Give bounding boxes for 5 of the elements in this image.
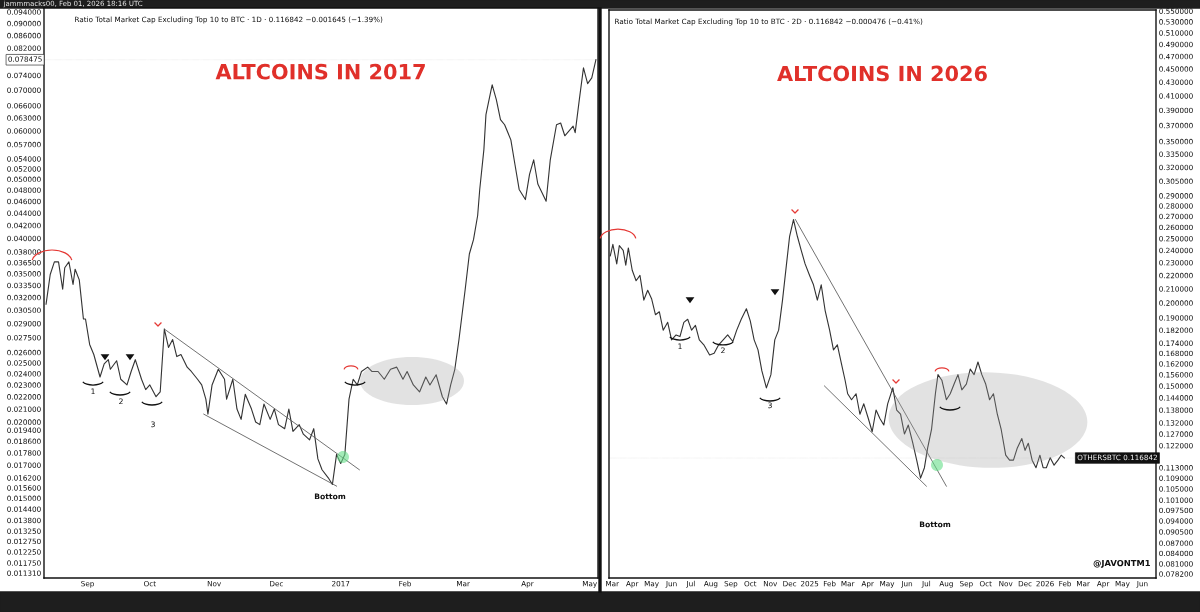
annotation: @JAVONTM1 xyxy=(1093,559,1150,568)
text: ALTCOINS IN 2026 xyxy=(777,65,987,82)
line-series xyxy=(45,59,597,486)
text: ALTCOINS IN 2017 xyxy=(215,63,425,80)
line-series xyxy=(609,219,1065,479)
